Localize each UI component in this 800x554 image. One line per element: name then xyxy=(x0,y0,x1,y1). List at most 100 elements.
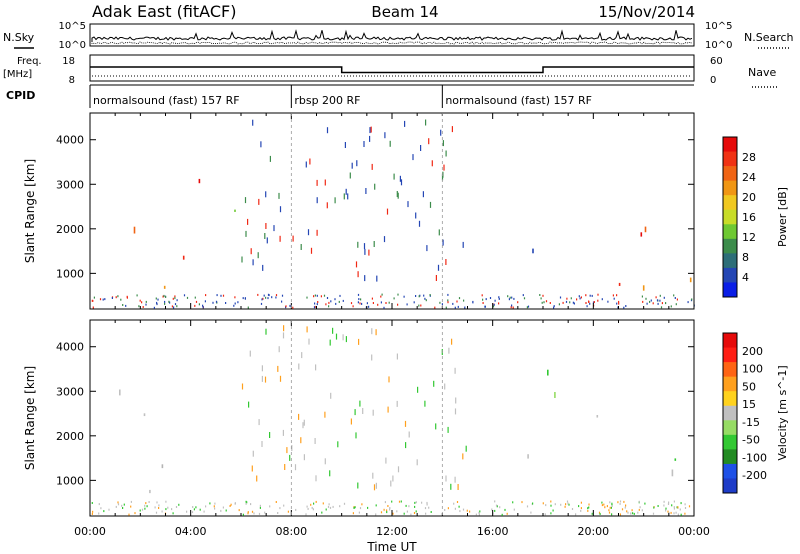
ground-scatter-cell xyxy=(543,301,545,304)
ground-scatter-cell xyxy=(172,297,174,300)
sparse-echo-cell xyxy=(329,470,331,477)
ground-scatter-cell xyxy=(163,294,165,297)
ground-scatter-cell xyxy=(173,306,175,309)
data-cell xyxy=(640,232,643,237)
ground-scatter-cell xyxy=(313,295,315,298)
colorbar-swatch xyxy=(723,391,737,407)
freq-panel xyxy=(89,54,695,82)
ground-scatter-cell xyxy=(688,505,691,508)
sparse-echo-cell xyxy=(355,432,357,439)
ground-scatter-cell xyxy=(586,305,588,308)
sparse-echo-cell xyxy=(269,432,271,438)
sparse-echo-cell xyxy=(324,411,326,418)
ground-scatter-cell xyxy=(253,512,255,515)
ground-scatter-cell xyxy=(464,306,466,309)
sparse-echo-cell xyxy=(278,346,280,353)
ground-scatter-cell xyxy=(215,300,218,303)
sparse-echo-cell xyxy=(265,328,267,335)
sparse-echo-cell xyxy=(347,193,349,200)
ground-scatter-cell xyxy=(325,303,327,306)
ground-scatter-cell xyxy=(338,300,340,303)
data-cell xyxy=(234,209,236,212)
ground-scatter-cell xyxy=(630,512,632,515)
ground-scatter-cell xyxy=(165,500,167,503)
time-tick-label: 00:00 xyxy=(74,525,106,538)
ground-scatter-cell xyxy=(661,302,663,305)
ground-scatter-cell xyxy=(328,305,330,308)
sparse-echo-cell xyxy=(329,339,331,346)
ground-scatter-cell xyxy=(367,506,369,509)
data-cell xyxy=(133,226,136,234)
freq-tick-top: 18 xyxy=(62,56,75,67)
ground-scatter-cell xyxy=(258,512,261,515)
sparse-echo-cell xyxy=(249,350,251,357)
ground-scatter-cell xyxy=(498,296,500,299)
colorbar-tick-label: 28 xyxy=(742,151,756,164)
ground-scatter-cell xyxy=(657,302,659,305)
ground-scatter-cell xyxy=(366,302,368,305)
ground-scatter-cell xyxy=(472,301,474,304)
sparse-echo-cell xyxy=(407,201,409,208)
ground-scatter-cell xyxy=(558,303,560,306)
ground-scatter-cell xyxy=(553,306,555,309)
sparse-echo-cell xyxy=(373,241,375,247)
sparse-echo-cell xyxy=(399,175,401,182)
ground-scatter-cell xyxy=(125,304,127,307)
sparse-echo-cell xyxy=(316,179,318,186)
ground-scatter-cell xyxy=(275,294,278,297)
ground-scatter-cell xyxy=(391,500,393,503)
ground-scatter-cell xyxy=(385,302,387,304)
ground-scatter-cell xyxy=(251,510,254,513)
ground-scatter-cell xyxy=(670,511,672,514)
ground-scatter-cell xyxy=(122,507,124,509)
ground-scatter-cell xyxy=(462,508,465,511)
ground-scatter-cell xyxy=(104,298,106,301)
ground-scatter-cell xyxy=(202,306,204,309)
ground-scatter-cell xyxy=(642,300,644,303)
ground-scatter-cell xyxy=(599,513,601,515)
data-cell xyxy=(149,489,151,494)
ground-scatter-cell xyxy=(441,303,443,306)
sparse-echo-cell xyxy=(326,127,329,134)
ground-scatter-cell xyxy=(316,303,318,306)
cpid-segment-label: normalsound (fast) 157 RF xyxy=(93,94,240,107)
ground-scatter-cell xyxy=(142,306,144,308)
sparse-echo-cell xyxy=(364,248,366,255)
colorbar-swatch xyxy=(723,434,737,450)
ground-scatter-cell xyxy=(580,501,582,504)
ground-scatter-cell xyxy=(509,296,511,299)
sparse-echo-cell xyxy=(420,145,422,151)
colorbar-swatch xyxy=(723,478,737,494)
ground-scatter-cell xyxy=(415,501,417,504)
ground-scatter-cell xyxy=(314,294,316,297)
sparse-echo-cell xyxy=(454,476,456,483)
ground-scatter-cell xyxy=(237,301,239,304)
sparse-echo-cell xyxy=(405,442,407,449)
sparse-echo-cell xyxy=(302,422,304,429)
ground-scatter-cell xyxy=(527,305,530,308)
ground-scatter-cell xyxy=(323,294,326,297)
y-tick-label: 2000 xyxy=(56,223,84,236)
sparse-echo-cell xyxy=(324,179,326,186)
colorbar-frame xyxy=(722,332,738,494)
ground-scatter-cell xyxy=(238,509,240,512)
ground-scatter-cell xyxy=(138,305,140,308)
colorbar-swatch xyxy=(723,166,737,182)
sparse-echo-cell xyxy=(282,429,284,436)
data-cell xyxy=(547,369,549,376)
ground-scatter-cell xyxy=(667,503,670,505)
ground-scatter-cell xyxy=(126,296,128,299)
sparse-echo-cell xyxy=(372,472,374,479)
ground-scatter-cell xyxy=(616,294,618,297)
ground-scatter-cell xyxy=(587,507,589,510)
ground-scatter-cell xyxy=(611,505,613,507)
data-cell xyxy=(532,248,534,254)
ground-scatter-cell xyxy=(673,294,675,297)
sparse-echo-cell xyxy=(426,245,428,252)
ground-scatter-cell xyxy=(554,503,556,506)
ground-scatter-cell xyxy=(414,501,416,504)
ground-scatter-cell xyxy=(549,302,551,304)
ground-scatter-cell xyxy=(526,306,528,309)
ground-scatter-cell xyxy=(375,513,377,516)
